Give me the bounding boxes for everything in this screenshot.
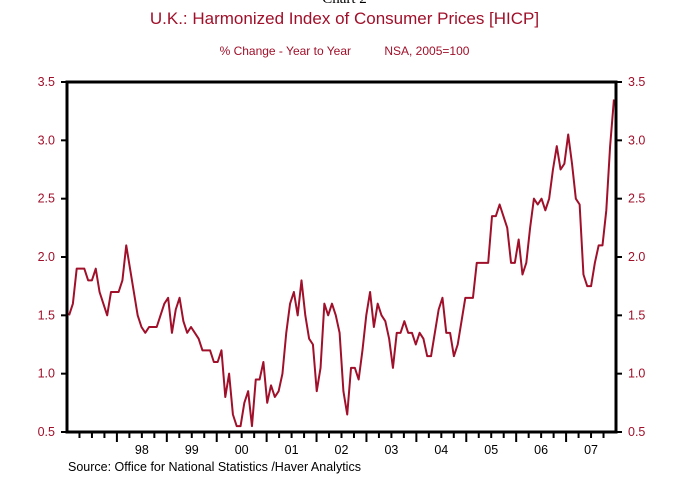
y-tick-label-left: 2.0	[38, 250, 55, 264]
x-tick-label: 02	[335, 443, 349, 457]
chart-title: U.K.: Harmonized Index of Consumer Price…	[149, 9, 540, 28]
series-line	[68, 99, 615, 428]
y-tick-label-right: 2.5	[628, 192, 645, 206]
series-layer	[68, 99, 615, 428]
x-tick-label: 01	[285, 443, 299, 457]
y-tick-label-left: 3.0	[38, 133, 55, 147]
subtitle-measure: % Change - Year to Year	[219, 44, 351, 58]
y-tick-label-right: 3.0	[628, 133, 645, 147]
x-tick-label: 00	[235, 443, 249, 457]
x-tick-label: 04	[434, 443, 448, 457]
subtitle-basis: NSA, 2005=100	[384, 44, 470, 58]
x-axis: 98 99 00 01 02 03 04 05 06 07	[78, 432, 605, 457]
y-tick-label-left: 1.5	[38, 308, 55, 322]
x-tick-label: 07	[584, 443, 598, 457]
y-axis-left: 0.5 1.0 1.5 2.0 2.5 3.0 3.5	[38, 75, 67, 439]
y-tick-label-right: 3.5	[628, 75, 645, 89]
chart-subtitle: % Change - Year to Year NSA, 2005=100	[0, 44, 689, 58]
y-tick-label-right: 1.0	[628, 367, 645, 381]
x-tick-label: 06	[534, 443, 548, 457]
y-tick-label-left: 3.5	[38, 75, 55, 89]
y-tick-label-left: 1.0	[38, 367, 55, 381]
x-tick-label: 03	[384, 443, 398, 457]
y-tick-label-left: 0.5	[38, 425, 55, 439]
x-tick-label: 98	[135, 443, 149, 457]
y-tick-label-right: 2.0	[628, 250, 645, 264]
y-tick-label-right: 1.5	[628, 308, 645, 322]
y-tick-label-right: 0.5	[628, 425, 645, 439]
chart-number: Chart 2	[0, 0, 689, 8]
source-note: Source: Office for National Statistics /…	[68, 460, 361, 474]
x-tick-label: 99	[185, 443, 199, 457]
y-axis-right: 0.5 1.0 1.5 2.0 2.5 3.0 3.5	[616, 75, 645, 439]
plot-frame	[65, 80, 618, 434]
y-tick-label-left: 2.5	[38, 192, 55, 206]
x-tick-label: 05	[484, 443, 498, 457]
